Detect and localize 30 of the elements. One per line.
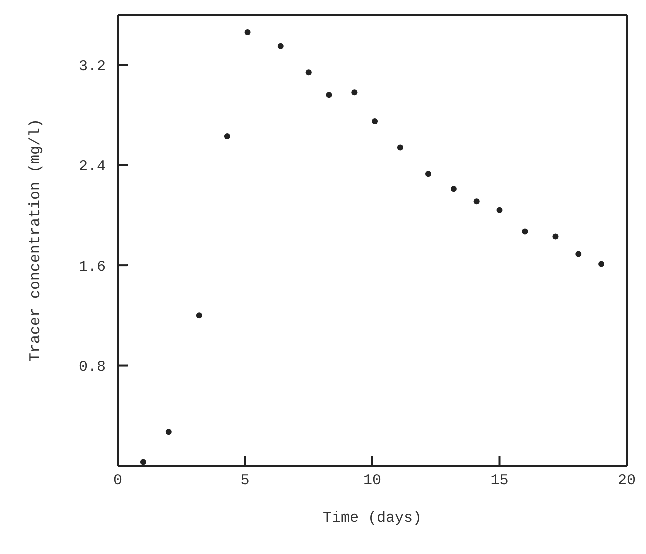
point [522, 228, 528, 235]
x-tick-label: 5 [240, 472, 250, 490]
point [244, 30, 251, 36]
point [598, 261, 605, 268]
point [278, 43, 284, 50]
point [140, 459, 146, 466]
point [496, 207, 503, 214]
point [576, 251, 582, 258]
point [352, 90, 358, 96]
point [450, 186, 457, 192]
point [552, 234, 559, 240]
y-axis-title: Tracer concentration (mg/l) [27, 118, 44, 362]
point [166, 429, 172, 436]
y-tick-label: 0.8 [78, 359, 106, 376]
x-tick-label: 10 [363, 472, 382, 490]
point [196, 312, 202, 319]
point [474, 198, 480, 205]
point [397, 144, 404, 151]
y-tick-label: 1.6 [78, 258, 106, 276]
y-tick-label: 3.2 [78, 58, 106, 76]
point [224, 134, 230, 140]
x-axis-title: Time (days) [322, 510, 422, 527]
x-tick-label: 15 [490, 472, 509, 490]
point [306, 70, 312, 76]
y-tick-label: 2.4 [78, 158, 106, 176]
point [425, 171, 432, 178]
point [372, 118, 378, 124]
x-tick-label: 0 [113, 472, 123, 490]
x-tick-label: 20 [618, 472, 636, 490]
point [326, 92, 332, 98]
